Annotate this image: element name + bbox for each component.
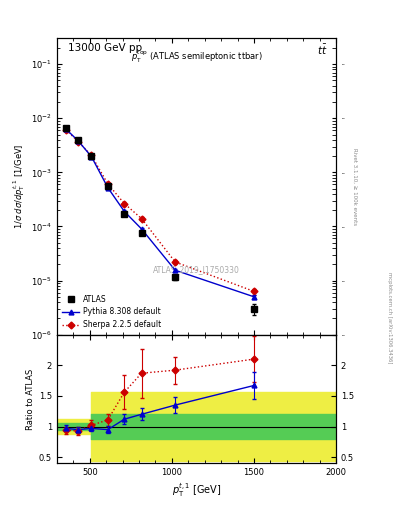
Y-axis label: Ratio to ATLAS: Ratio to ATLAS [26,368,35,430]
Text: $t\bar{t}$: $t\bar{t}$ [317,43,328,57]
Text: ATLAS_2019_I1750330: ATLAS_2019_I1750330 [153,265,240,274]
Y-axis label: Rivet 3.1.10, ≥ 100k events: Rivet 3.1.10, ≥ 100k events [353,148,357,225]
Text: 13000 GeV pp: 13000 GeV pp [68,43,142,53]
Text: mcplots.cern.ch [arXiv:1306.3436]: mcplots.cern.ch [arXiv:1306.3436] [387,272,392,363]
Legend: ATLAS, Pythia 8.308 default, Sherpa 2.2.5 default: ATLAS, Pythia 8.308 default, Sherpa 2.2.… [59,291,164,332]
Text: $p_\mathrm{T}^{\mathrm{top}}$ (ATLAS semileptonic ttbar): $p_\mathrm{T}^{\mathrm{top}}$ (ATLAS sem… [130,49,263,65]
Y-axis label: $1/\sigma\;d\sigma/dp_\mathrm{T}^{t,1}$ [1/GeV]: $1/\sigma\;d\sigma/dp_\mathrm{T}^{t,1}$ … [11,144,27,229]
X-axis label: $p_\mathrm{T}^{t,1}$ [GeV]: $p_\mathrm{T}^{t,1}$ [GeV] [172,481,221,499]
